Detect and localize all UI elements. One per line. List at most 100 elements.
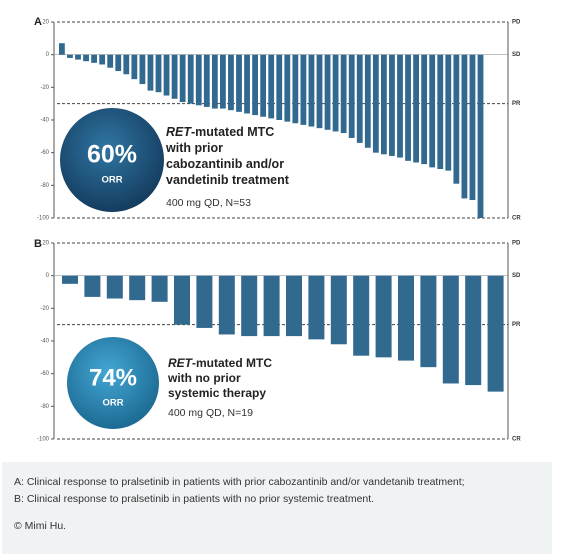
bar xyxy=(151,275,168,302)
bar xyxy=(195,54,202,106)
panel-label: B xyxy=(34,238,42,250)
bar xyxy=(106,275,123,299)
orr-badge xyxy=(60,108,164,212)
callout-dose: 400 mg QD, N=53 xyxy=(166,197,251,209)
y-tick-label: -100 xyxy=(37,437,50,443)
bar xyxy=(292,54,299,124)
y-tick-label: -20 xyxy=(40,85,49,91)
bar xyxy=(139,54,146,85)
bar xyxy=(107,54,114,68)
bar xyxy=(174,275,190,325)
bar xyxy=(260,54,267,117)
bar xyxy=(364,54,371,148)
bar xyxy=(203,54,210,107)
bar xyxy=(413,54,419,163)
orr-badge xyxy=(67,337,159,429)
callout-title: RET-mutated MTC xyxy=(166,125,274,139)
bar xyxy=(330,275,347,345)
bar xyxy=(211,54,218,109)
bar xyxy=(353,275,370,356)
bar xyxy=(461,54,468,199)
y-tick-label: -100 xyxy=(37,216,50,222)
waterfall-chart-b: B 20 0 -20 -40 -60 -80 -100 PD SD PR CR 74% ORR RET-mu… xyxy=(34,238,521,443)
bar xyxy=(129,275,146,301)
bar xyxy=(308,275,325,340)
bar xyxy=(187,54,194,104)
bar xyxy=(429,54,436,168)
bar xyxy=(398,275,414,361)
y-tick-label: -80 xyxy=(40,404,49,410)
bar xyxy=(131,54,138,80)
bar xyxy=(465,275,482,386)
bar xyxy=(62,275,78,284)
y-tick-label: 20 xyxy=(42,241,49,247)
bar xyxy=(445,54,452,171)
bar xyxy=(316,54,323,129)
orr-label: ORR xyxy=(101,175,122,186)
reference-label: CR xyxy=(512,437,521,443)
callout-line: with prior xyxy=(165,141,223,155)
caption-line-b: B: Clinical response to pralsetinib in p… xyxy=(14,493,375,505)
bar xyxy=(375,275,392,358)
caption-copyright: © Mimi Hu. xyxy=(14,520,67,532)
bar xyxy=(405,54,411,161)
y-tick-label: -20 xyxy=(40,306,49,312)
bar xyxy=(59,43,65,55)
orr-label: ORR xyxy=(102,398,123,409)
bar xyxy=(372,54,379,153)
callout-line: cabozantinib and/or xyxy=(166,157,284,171)
bar xyxy=(244,54,250,114)
bar xyxy=(179,54,186,103)
waterfall-chart-a: A 20 0 -20 -40 -60 -80 -100 PD SD PR CR 60% ORR RET-mu… xyxy=(34,16,521,222)
y-tick-label: -40 xyxy=(40,118,49,124)
bar xyxy=(308,54,315,127)
bar xyxy=(477,54,484,218)
bar xyxy=(469,54,476,201)
callout-line: systemic therapy xyxy=(168,386,266,400)
y-tick-label: -40 xyxy=(40,339,49,345)
bar xyxy=(381,54,387,155)
bar xyxy=(123,54,130,75)
bar xyxy=(252,54,258,116)
bar xyxy=(442,275,459,384)
bar xyxy=(236,54,242,112)
bar xyxy=(453,54,460,184)
reference-label: CR xyxy=(512,216,521,222)
callout-title: RET-mutated MTC xyxy=(168,356,272,370)
reference-label: PR xyxy=(512,322,521,328)
bar xyxy=(284,54,291,122)
y-tick-label: 0 xyxy=(46,52,50,58)
bar xyxy=(300,54,307,125)
bar xyxy=(83,54,89,62)
bar xyxy=(420,275,437,368)
bar xyxy=(75,54,81,60)
reference-label: SD xyxy=(512,273,521,279)
bar xyxy=(241,275,258,337)
callout-line: vandetinib treatment xyxy=(166,173,290,187)
reference-label: PD xyxy=(512,20,521,26)
reference-label: SD xyxy=(512,52,521,58)
figure-caption: A: Clinical response to pralsetinib in p… xyxy=(2,462,552,554)
callout-line: with no prior xyxy=(167,371,241,385)
reference-label: PR xyxy=(512,101,521,107)
bar xyxy=(67,54,73,58)
bar xyxy=(332,54,339,132)
orr-value: 60% xyxy=(87,141,137,169)
bar xyxy=(276,54,283,120)
panel-label: A xyxy=(34,16,42,28)
bar xyxy=(389,54,395,156)
bar xyxy=(171,54,178,99)
bar xyxy=(324,54,331,130)
caption-line-a: A: Clinical response to pralsetinib in p… xyxy=(14,476,465,488)
bar xyxy=(268,54,275,119)
y-tick-label: -80 xyxy=(40,183,49,189)
bar xyxy=(84,275,101,297)
bar xyxy=(91,54,97,63)
y-tick-label: -60 xyxy=(40,150,49,156)
bar xyxy=(348,54,355,138)
bar xyxy=(115,54,122,71)
bar xyxy=(228,54,234,111)
bar xyxy=(356,54,363,143)
bar xyxy=(263,275,280,337)
bar xyxy=(220,54,226,109)
